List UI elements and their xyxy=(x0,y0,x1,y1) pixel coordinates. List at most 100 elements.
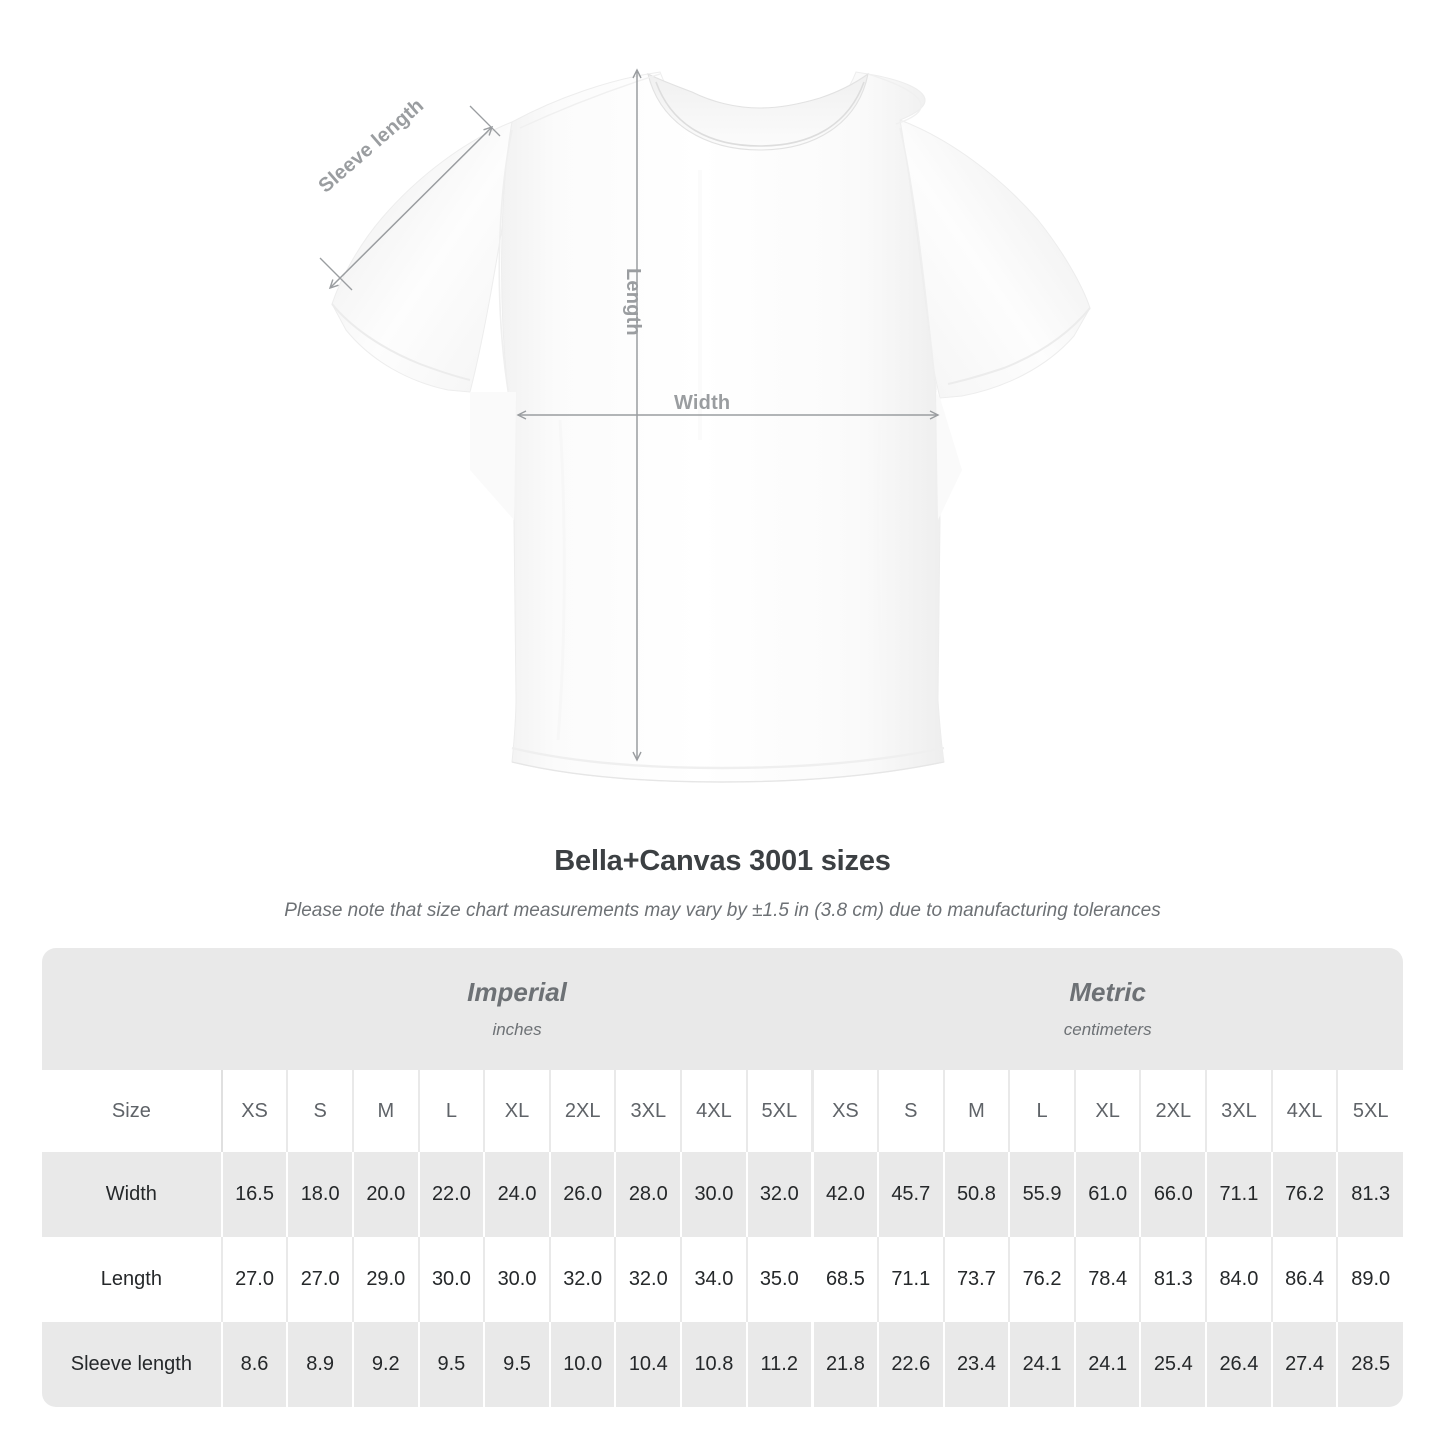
cell-width-imperial-2xl: 26.0 xyxy=(549,1152,617,1237)
cell-width-metric-5xl: 81.3 xyxy=(1337,1152,1403,1237)
cell-width-imperial-m: 20.0 xyxy=(352,1152,420,1237)
measurement-arrows xyxy=(319,68,940,762)
cell-length-metric-2xl: 81.3 xyxy=(1140,1237,1208,1322)
cell-width-metric-xl: 61.0 xyxy=(1074,1152,1142,1237)
cell-width-metric-m: 50.8 xyxy=(943,1152,1011,1237)
unit-group-imperial-name: Imperial xyxy=(467,976,567,1007)
unit-header-spacer xyxy=(42,948,222,1070)
row-label-length: Length xyxy=(42,1237,223,1322)
tshirt-shape xyxy=(331,71,1091,783)
row-label-sleeve-length: Sleeve length xyxy=(42,1322,223,1407)
cell-length-metric-xl: 78.4 xyxy=(1074,1237,1142,1322)
size-table: Imperial inches Metric centimeters Size … xyxy=(42,948,1403,1407)
cell-width-metric-2xl: 66.0 xyxy=(1140,1152,1208,1237)
cell-sleeve-metric-s: 22.6 xyxy=(877,1322,945,1407)
column-header-metric-4xl: 4XL xyxy=(1271,1070,1339,1152)
cell-length-metric-3xl: 84.0 xyxy=(1206,1237,1273,1322)
column-header-imperial-m: M xyxy=(352,1070,420,1152)
unit-group-metric-name: Metric xyxy=(1069,976,1146,1007)
cell-width-imperial-5xl: 32.0 xyxy=(746,1152,814,1237)
cell-width-imperial-4xl: 30.0 xyxy=(681,1152,748,1237)
column-header-metric-xl: XL xyxy=(1074,1070,1142,1152)
cell-length-imperial-2xl: 32.0 xyxy=(549,1237,617,1322)
cell-sleeve-imperial-m: 9.2 xyxy=(352,1322,420,1407)
title-block: Bella+Canvas 3001 sizes Please note that… xyxy=(0,845,1445,922)
cell-sleeve-imperial-xl: 9.5 xyxy=(484,1322,551,1407)
tshirt-diagram: Sleeve length Length Width xyxy=(314,68,1091,783)
cell-length-imperial-4xl: 34.0 xyxy=(681,1237,748,1322)
column-header-imperial-xl: XL xyxy=(484,1070,551,1152)
cell-length-metric-s: 71.1 xyxy=(877,1237,945,1322)
column-header-imperial-4xl: 4XL xyxy=(681,1070,748,1152)
cell-length-imperial-xs: 27.0 xyxy=(221,1237,289,1322)
column-header-metric-m: M xyxy=(943,1070,1011,1152)
cell-width-imperial-xs: 16.5 xyxy=(221,1152,289,1237)
page-title: Bella+Canvas 3001 sizes xyxy=(554,845,891,877)
size-table-container: Imperial inches Metric centimeters Size … xyxy=(42,948,1403,1407)
cell-sleeve-imperial-4xl: 10.8 xyxy=(681,1322,748,1407)
cell-sleeve-metric-2xl: 25.4 xyxy=(1140,1322,1208,1407)
cell-length-imperial-5xl: 35.0 xyxy=(746,1237,814,1322)
row-label-width: Width xyxy=(42,1152,223,1237)
column-header-imperial-xs: XS xyxy=(221,1070,289,1152)
column-header-metric-s: S xyxy=(877,1070,945,1152)
column-header-imperial-s: S xyxy=(287,1070,354,1152)
cell-sleeve-imperial-s: 8.9 xyxy=(287,1322,354,1407)
cell-sleeve-metric-5xl: 28.5 xyxy=(1337,1322,1403,1407)
table-row: Width 16.5 18.0 20.0 22.0 24.0 26.0 28.0… xyxy=(42,1152,1403,1237)
column-header-imperial-2xl: 2XL xyxy=(549,1070,617,1152)
size-header-row: Size XS S M L XL 2XL 3XL 4XL 5XL XS S M … xyxy=(42,1070,1403,1152)
cell-sleeve-metric-xl: 24.1 xyxy=(1074,1322,1142,1407)
tolerance-note: Please note that size chart measurements… xyxy=(284,900,1161,921)
cell-sleeve-imperial-2xl: 10.0 xyxy=(549,1322,617,1407)
cell-width-imperial-xl: 24.0 xyxy=(484,1152,551,1237)
cell-length-imperial-m: 29.0 xyxy=(352,1237,420,1322)
column-header-metric-5xl: 5XL xyxy=(1337,1070,1403,1152)
unit-group-metric: Metric centimeters xyxy=(812,948,1403,1070)
cell-sleeve-metric-l: 24.1 xyxy=(1009,1322,1076,1407)
cell-width-metric-l: 55.9 xyxy=(1009,1152,1076,1237)
length-label: Length xyxy=(622,268,644,336)
tshirt-illustration xyxy=(319,68,1091,783)
column-header-imperial-3xl: 3XL xyxy=(615,1070,683,1152)
cell-sleeve-imperial-xs: 8.6 xyxy=(221,1322,289,1407)
column-header-size: Size xyxy=(42,1070,223,1152)
table-row: Length 27.0 27.0 29.0 30.0 30.0 32.0 32.… xyxy=(42,1237,1403,1322)
column-header-imperial-l: L xyxy=(418,1070,486,1152)
cell-width-metric-4xl: 76.2 xyxy=(1271,1152,1339,1237)
cell-width-metric-3xl: 71.1 xyxy=(1206,1152,1273,1237)
cell-sleeve-imperial-5xl: 11.2 xyxy=(746,1322,814,1407)
unit-group-metric-sub: centimeters xyxy=(1063,1020,1152,1040)
sleeve-length-arrow xyxy=(328,125,494,290)
cell-width-metric-xs: 42.0 xyxy=(812,1152,879,1237)
unit-header-row: Imperial inches Metric centimeters xyxy=(42,948,1403,1070)
table-row: Sleeve length 8.6 8.9 9.2 9.5 9.5 10.0 1… xyxy=(42,1322,1403,1407)
cell-length-imperial-xl: 30.0 xyxy=(484,1237,551,1322)
cell-sleeve-metric-4xl: 27.4 xyxy=(1271,1322,1339,1407)
cell-width-imperial-3xl: 28.0 xyxy=(615,1152,683,1237)
column-header-metric-3xl: 3XL xyxy=(1206,1070,1273,1152)
cell-length-imperial-3xl: 32.0 xyxy=(615,1237,683,1322)
column-header-metric-l: L xyxy=(1009,1070,1076,1152)
unit-group-imperial: Imperial inches xyxy=(221,948,813,1070)
cell-length-imperial-s: 27.0 xyxy=(287,1237,354,1322)
cell-length-metric-m: 73.7 xyxy=(943,1237,1011,1322)
cell-sleeve-metric-xs: 21.8 xyxy=(812,1322,879,1407)
cell-length-metric-5xl: 89.0 xyxy=(1337,1237,1403,1322)
cell-sleeve-imperial-3xl: 10.4 xyxy=(615,1322,683,1407)
collar xyxy=(647,72,869,151)
cell-width-imperial-s: 18.0 xyxy=(287,1152,354,1237)
column-header-metric-xs: XS xyxy=(812,1070,879,1152)
column-header-imperial-5xl: 5XL xyxy=(746,1070,814,1152)
bottom-hem xyxy=(511,746,945,770)
cell-sleeve-metric-m: 23.4 xyxy=(943,1322,1011,1407)
cell-width-metric-s: 45.7 xyxy=(877,1152,945,1237)
cell-sleeve-imperial-l: 9.5 xyxy=(418,1322,486,1407)
cell-sleeve-metric-3xl: 26.4 xyxy=(1206,1322,1273,1407)
collar-seam xyxy=(655,81,865,147)
sleeve-tick-bottom xyxy=(319,257,353,291)
cell-length-metric-l: 76.2 xyxy=(1009,1237,1076,1322)
sleeve-tick-top xyxy=(469,105,501,137)
width-label: Width xyxy=(674,392,731,414)
